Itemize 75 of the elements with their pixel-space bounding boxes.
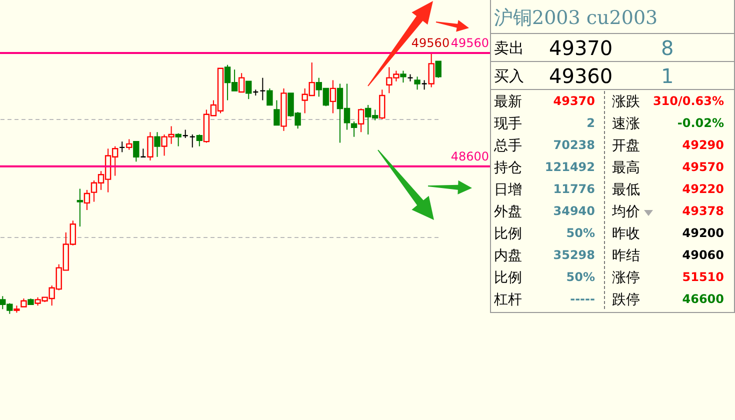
text: 开盘	[612, 137, 640, 155]
text: 昨收	[612, 225, 640, 243]
annotation: 49560	[411, 36, 450, 50]
text: 卖出	[494, 39, 524, 58]
text: 8	[661, 36, 674, 60]
text: -0.02%	[677, 116, 724, 130]
candlestick	[238, 72, 245, 93]
text: 沪铜2003 cu2003	[494, 6, 658, 31]
text: 速涨	[612, 115, 640, 133]
candlestick	[260, 77, 266, 101]
candlestick	[175, 132, 182, 147]
text: 买入	[494, 67, 524, 86]
text: 70238	[553, 138, 595, 152]
text: 1	[661, 64, 674, 88]
candlestick	[154, 132, 160, 158]
text: 34940	[553, 204, 595, 218]
text: 杠杆	[494, 291, 522, 309]
text: 49220	[682, 182, 724, 196]
text: 比例	[494, 269, 522, 287]
text: 49200	[682, 226, 724, 240]
text: 50%	[566, 226, 595, 240]
ref-line-label: 49560	[450, 36, 489, 50]
text: 最低	[612, 181, 640, 199]
candlestick	[76, 188, 84, 228]
text: 均价	[612, 203, 640, 221]
text: 50%	[566, 270, 595, 284]
candlestick	[133, 140, 140, 162]
candlestick	[400, 70, 406, 84]
candlestick	[274, 100, 280, 126]
candlestick	[246, 80, 252, 100]
candlestick	[435, 60, 442, 78]
candlestick	[330, 80, 336, 114]
text: 日增	[494, 181, 522, 199]
candlestick	[140, 148, 146, 158]
text: 310/0.63%	[652, 94, 724, 108]
candlestick	[196, 134, 203, 147]
candlestick	[266, 88, 273, 106]
text: 121492	[544, 160, 595, 174]
text: 持仓	[494, 159, 522, 177]
text: 涨停	[612, 269, 640, 287]
text: 49360	[549, 64, 613, 88]
text: 49370	[549, 36, 613, 60]
text: 49060	[682, 248, 724, 262]
candlestick	[147, 132, 154, 161]
text: 最新	[494, 93, 522, 111]
candlestick	[84, 189, 90, 210]
text: 跌停	[612, 291, 640, 309]
text: 49378	[682, 204, 724, 218]
candlestick	[428, 52, 434, 88]
text: 35298	[553, 248, 595, 262]
text: 比例	[494, 225, 522, 243]
text: 2	[586, 116, 595, 130]
text: 外盘	[494, 203, 522, 221]
text: 昨结	[612, 247, 640, 265]
candlestick	[350, 120, 358, 138]
text: 49570	[682, 160, 724, 174]
candlestick	[189, 134, 196, 148]
text: 51510	[682, 270, 724, 284]
candlestick	[119, 141, 126, 153]
text: 总手	[494, 137, 522, 155]
text: 49290	[682, 138, 724, 152]
text: 内盘	[494, 247, 522, 265]
candlestick	[358, 108, 364, 133]
candlestick	[126, 138, 132, 150]
text: 现手	[494, 115, 522, 133]
text: -----	[570, 292, 595, 306]
text: 49370	[553, 94, 595, 108]
ref-line-label: 48600	[450, 149, 489, 164]
text: 11776	[553, 182, 595, 196]
candlestick	[421, 80, 428, 90]
candlestick	[379, 89, 386, 120]
text: 46600	[682, 292, 724, 306]
text: 最高	[612, 159, 640, 177]
candlestick	[414, 76, 420, 90]
text: 涨跌	[612, 93, 640, 111]
